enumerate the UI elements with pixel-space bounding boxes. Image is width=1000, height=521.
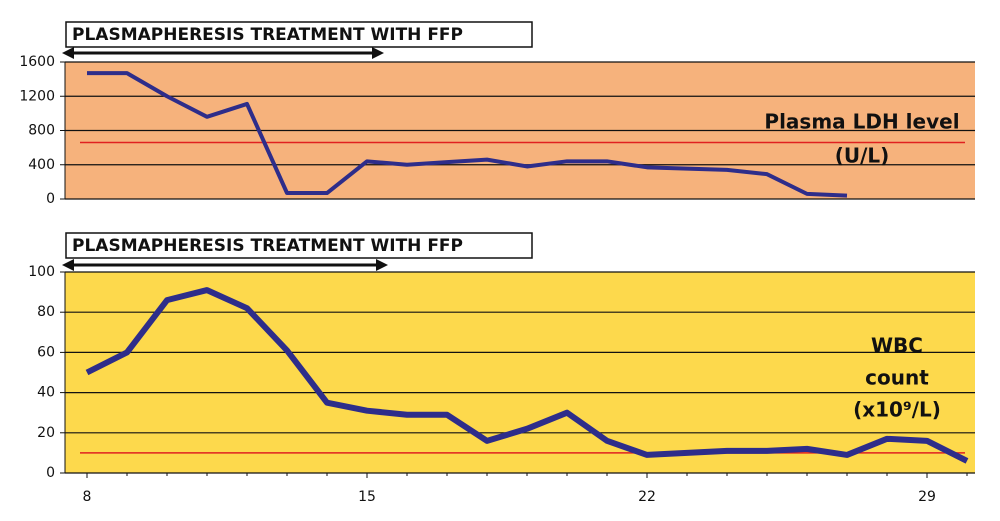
annotation: Plasma LDH level — [764, 110, 959, 134]
data-line — [85, 287, 969, 464]
banner-box — [65, 21, 533, 48]
annotation: WBC — [871, 334, 923, 358]
x-tick-label: 29 — [918, 489, 936, 505]
y-tick-label: 40 — [37, 385, 55, 401]
x-tick-label: 15 — [358, 489, 376, 505]
banner: PLASMAPHERESIS TREATMENT WITH FFP — [72, 236, 463, 256]
banner: PLASMAPHERESIS TREATMENT WITH FFP — [72, 25, 463, 45]
banner-box — [65, 232, 533, 259]
y-tick-label: 1600 — [19, 54, 55, 70]
y-tick-label: 800 — [28, 123, 55, 139]
data-line — [87, 71, 848, 198]
y-tick-label: 400 — [28, 157, 55, 173]
y-tick-label: 20 — [37, 425, 55, 441]
y-tick-label: 60 — [37, 344, 55, 360]
annotation: count — [865, 366, 929, 390]
x-tick-label: 22 — [638, 489, 656, 505]
plot-area — [65, 272, 975, 473]
annotation: (U/L) — [835, 144, 890, 168]
x-tick-label: 8 — [83, 489, 92, 505]
y-tick-label: 0 — [46, 465, 55, 481]
annotation: (x10⁹/L) — [853, 398, 941, 422]
y-tick-label: 80 — [37, 304, 55, 320]
y-tick-label: 1200 — [19, 88, 55, 104]
y-tick-label: 0 — [46, 191, 55, 207]
y-tick-label: 100 — [28, 264, 55, 280]
